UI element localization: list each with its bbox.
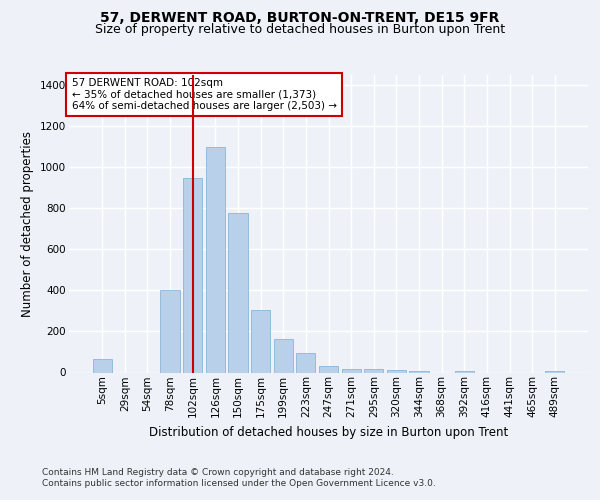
Text: 57 DERWENT ROAD: 102sqm
← 35% of detached houses are smaller (1,373)
64% of semi: 57 DERWENT ROAD: 102sqm ← 35% of detache… bbox=[71, 78, 337, 111]
Bar bbox=[274, 338, 293, 372]
Y-axis label: Number of detached properties: Number of detached properties bbox=[22, 130, 34, 317]
Text: Contains HM Land Registry data © Crown copyright and database right 2024.: Contains HM Land Registry data © Crown c… bbox=[42, 468, 394, 477]
Bar bbox=[387, 370, 406, 372]
Bar bbox=[92, 359, 112, 372]
Text: Distribution of detached houses by size in Burton upon Trent: Distribution of detached houses by size … bbox=[149, 426, 508, 439]
Bar bbox=[160, 290, 180, 372]
Bar bbox=[341, 370, 361, 372]
Bar bbox=[364, 370, 383, 372]
Text: 57, DERWENT ROAD, BURTON-ON-TRENT, DE15 9FR: 57, DERWENT ROAD, BURTON-ON-TRENT, DE15 … bbox=[100, 10, 500, 24]
Bar bbox=[319, 366, 338, 372]
Text: Size of property relative to detached houses in Burton upon Trent: Size of property relative to detached ho… bbox=[95, 22, 505, 36]
Text: Contains public sector information licensed under the Open Government Licence v3: Contains public sector information licen… bbox=[42, 480, 436, 488]
Bar bbox=[229, 214, 248, 372]
Bar bbox=[251, 310, 270, 372]
Bar bbox=[296, 353, 316, 372]
Bar bbox=[206, 147, 225, 372]
Bar bbox=[183, 178, 202, 372]
